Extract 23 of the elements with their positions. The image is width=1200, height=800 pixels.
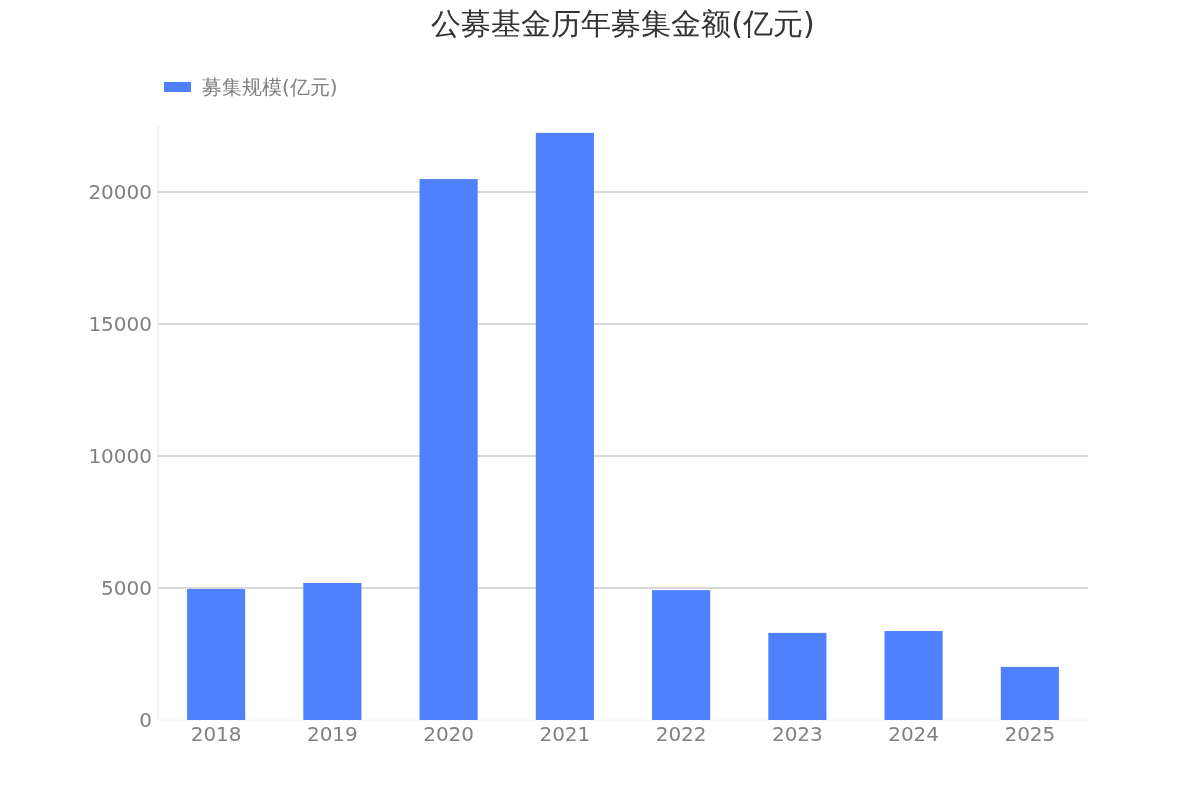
x-tick-label: 2019 (306, 722, 358, 746)
x-tick-label: 2020 (423, 722, 475, 746)
chart-title: 公募基金历年募集金额(亿元) (431, 6, 815, 41)
bar (1000, 666, 1059, 720)
x-tick-label: 2018 (190, 722, 242, 746)
bar (419, 179, 478, 720)
y-tick-label: 0 (139, 708, 152, 732)
bar (303, 582, 362, 720)
bar (652, 590, 711, 720)
x-tick-label: 2022 (655, 722, 707, 746)
y-tick-label: 15000 (88, 312, 152, 336)
y-tick-label: 5000 (101, 576, 152, 600)
x-tick-label: 2025 (1004, 722, 1056, 746)
bar (884, 631, 943, 720)
legend-label: 募集规模(亿元) (202, 75, 338, 99)
y-tick-label: 10000 (88, 444, 152, 468)
bar (187, 589, 246, 720)
y-tick-label: 20000 (88, 180, 152, 204)
x-tick-label: 2024 (888, 722, 940, 746)
bar (535, 132, 594, 720)
x-tick-label: 2023 (771, 722, 823, 746)
bar (768, 632, 827, 720)
x-tick-label: 2021 (539, 722, 591, 746)
